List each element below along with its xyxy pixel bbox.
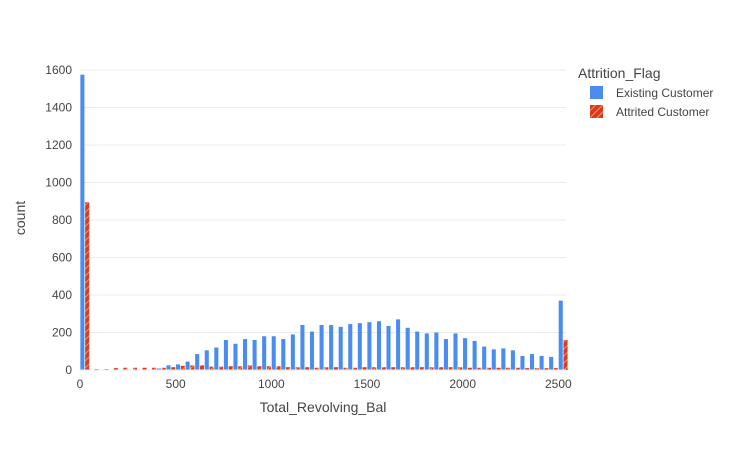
bar-existing[interactable] bbox=[281, 339, 285, 370]
y-tick-label: 800 bbox=[52, 213, 72, 227]
bar-attrited[interactable] bbox=[238, 366, 242, 370]
bar-existing[interactable] bbox=[473, 341, 477, 370]
bar-existing[interactable] bbox=[463, 338, 467, 370]
bar-existing[interactable] bbox=[387, 326, 391, 370]
y-tick-label: 1400 bbox=[45, 101, 72, 115]
legend-label[interactable]: Existing Customer bbox=[616, 86, 713, 100]
bar-existing[interactable] bbox=[205, 350, 209, 370]
bar-existing[interactable] bbox=[262, 336, 266, 370]
bar-existing[interactable] bbox=[520, 356, 524, 370]
bar-existing[interactable] bbox=[444, 339, 448, 370]
bar-existing[interactable] bbox=[482, 347, 486, 370]
bar-attrited[interactable] bbox=[85, 202, 89, 370]
bar-existing[interactable] bbox=[406, 328, 410, 370]
bar-existing[interactable] bbox=[195, 354, 199, 370]
bars bbox=[80, 75, 567, 370]
bar-attrited[interactable] bbox=[248, 365, 252, 370]
y-tick-label: 1000 bbox=[45, 176, 72, 190]
legend: Attrition_Flag Existing Customer Attrited… bbox=[578, 65, 713, 119]
bar-existing[interactable] bbox=[434, 333, 438, 371]
bar-attrited[interactable] bbox=[210, 367, 214, 370]
y-tick-label: 600 bbox=[52, 251, 72, 265]
bar-attrited[interactable] bbox=[181, 366, 185, 370]
y-axis-title: count bbox=[12, 201, 28, 235]
bar-existing[interactable] bbox=[233, 344, 237, 370]
bar-existing[interactable] bbox=[320, 325, 324, 370]
bar-attrited[interactable] bbox=[276, 366, 280, 370]
bar-existing[interactable] bbox=[530, 354, 534, 370]
bar-attrited[interactable] bbox=[219, 367, 223, 370]
x-tick-label: 500 bbox=[166, 377, 186, 391]
bar-existing[interactable] bbox=[453, 333, 457, 370]
bar-existing[interactable] bbox=[253, 340, 257, 370]
bar-existing[interactable] bbox=[272, 336, 276, 370]
bar-existing[interactable] bbox=[176, 364, 180, 370]
bar-existing[interactable] bbox=[300, 325, 304, 370]
bar-existing[interactable] bbox=[224, 340, 228, 370]
bar-attrited[interactable] bbox=[257, 366, 261, 370]
bar-attrited[interactable] bbox=[200, 365, 204, 370]
bar-existing[interactable] bbox=[367, 322, 371, 370]
bar-existing[interactable] bbox=[492, 349, 496, 370]
bar-attrited[interactable] bbox=[190, 365, 194, 370]
gridlines bbox=[80, 70, 566, 333]
legend-swatch[interactable] bbox=[590, 86, 603, 99]
bar-existing[interactable] bbox=[396, 319, 400, 370]
bar-existing[interactable] bbox=[186, 362, 190, 370]
bar-existing[interactable] bbox=[377, 321, 381, 370]
bar-existing[interactable] bbox=[329, 325, 333, 370]
bar-existing[interactable] bbox=[358, 323, 362, 370]
x-tick-label: 1000 bbox=[258, 377, 285, 391]
x-axis-title: Total_Revolving_Bal bbox=[260, 399, 387, 415]
bar-existing[interactable] bbox=[425, 333, 429, 370]
y-tick-label: 400 bbox=[52, 288, 72, 302]
x-tick-label: 2500 bbox=[545, 377, 572, 391]
legend-swatch[interactable] bbox=[590, 105, 603, 118]
bar-existing[interactable] bbox=[310, 332, 314, 370]
x-tick-label: 2000 bbox=[449, 377, 476, 391]
bar-existing[interactable] bbox=[549, 357, 553, 370]
bar-existing[interactable] bbox=[339, 327, 343, 370]
y-tick-label: 200 bbox=[52, 326, 72, 340]
bar-existing[interactable] bbox=[243, 339, 247, 370]
bar-existing[interactable] bbox=[214, 348, 218, 371]
bar-existing[interactable] bbox=[559, 301, 563, 370]
bar-existing[interactable] bbox=[348, 324, 352, 370]
y-tick-label: 0 bbox=[65, 363, 72, 377]
x-tick-label: 0 bbox=[77, 377, 84, 391]
bar-existing[interactable] bbox=[166, 365, 170, 370]
bar-existing[interactable] bbox=[540, 356, 544, 370]
y-tick-label: 1200 bbox=[45, 138, 72, 152]
bar-existing[interactable] bbox=[80, 75, 84, 370]
x-tick-label: 1500 bbox=[354, 377, 381, 391]
bar-existing[interactable] bbox=[415, 332, 419, 370]
legend-label[interactable]: Attrited Customer bbox=[616, 105, 709, 119]
axes: 0 200 400 600 800 1000 1200 1400 1600 0 500 1000 150… bbox=[45, 63, 572, 391]
legend-title: Attrition_Flag bbox=[578, 65, 660, 81]
bar-existing[interactable] bbox=[291, 334, 295, 370]
bar-attrited[interactable] bbox=[267, 366, 271, 370]
bar-attrited[interactable] bbox=[229, 366, 233, 370]
bar-existing[interactable] bbox=[501, 348, 505, 370]
bar-attrited[interactable] bbox=[563, 340, 567, 370]
y-tick-label: 1600 bbox=[45, 63, 72, 77]
bar-existing[interactable] bbox=[511, 350, 515, 370]
